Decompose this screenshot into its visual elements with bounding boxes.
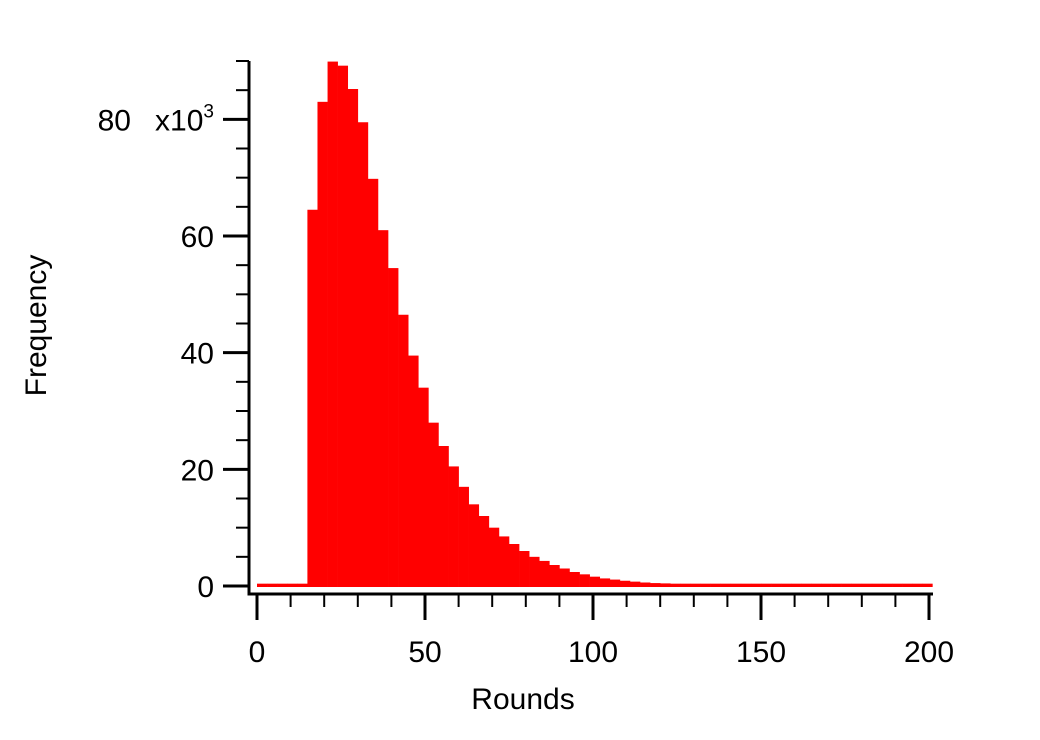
- histogram-bar: [267, 583, 278, 587]
- histogram-bar: [851, 583, 863, 587]
- histogram-bar: [488, 527, 500, 587]
- histogram-bar: [710, 583, 721, 587]
- histogram-bar: [337, 65, 349, 588]
- y-axis-multiplier-exponent: 3: [203, 101, 214, 122]
- histogram-bar: [771, 583, 782, 587]
- x-tick-label: 0: [249, 636, 266, 669]
- histogram-bar: [428, 422, 439, 587]
- histogram-bar: [720, 583, 732, 587]
- histogram-bar: [700, 583, 711, 587]
- histogram-bar: [519, 551, 530, 587]
- histogram-bar: [277, 583, 288, 587]
- histogram-bar: [468, 504, 480, 587]
- histogram-bar: [861, 583, 873, 587]
- histogram-bar: [821, 583, 832, 587]
- histogram-bar: [801, 583, 812, 587]
- histogram-bar: [307, 209, 318, 587]
- histogram-bar: [650, 583, 661, 587]
- histogram-bar: [579, 574, 590, 587]
- histogram-bar: [670, 583, 681, 587]
- histogram-bar: [287, 583, 298, 587]
- histogram-bar: [418, 387, 429, 587]
- histogram-bar: [730, 583, 742, 587]
- histogram-bar: [377, 230, 389, 588]
- x-tick-label: 50: [408, 636, 441, 669]
- y-tick-label: 20: [181, 454, 214, 487]
- histogram-bar: [690, 583, 701, 587]
- histogram-bar: [902, 583, 913, 587]
- histogram-bar: [388, 268, 399, 587]
- histogram-bar: [740, 583, 752, 587]
- histogram-bar: [871, 583, 883, 587]
- histogram-bar: [841, 583, 853, 587]
- histogram-bar: [680, 583, 691, 587]
- histogram-bar: [408, 355, 419, 587]
- histogram-bar: [327, 61, 338, 587]
- x-axis-ticks: 0 50 100 150 200: [249, 594, 954, 669]
- y-axis-ticks: 0 20 40 60 80: [98, 60, 249, 604]
- histogram-bar: [367, 178, 379, 587]
- x-tick-label: 150: [736, 636, 786, 669]
- histogram-bar: [781, 583, 792, 587]
- histogram-bar: [549, 565, 560, 587]
- histogram-bar: [892, 583, 903, 587]
- histogram-bar: [750, 583, 762, 587]
- x-axis-title: Rounds: [471, 683, 574, 716]
- histogram-bar: [811, 583, 822, 587]
- histogram-bar: [398, 314, 409, 587]
- y-tick-label: 40: [181, 338, 214, 371]
- histogram-bar: [640, 582, 651, 587]
- histogram-bar: [297, 583, 308, 587]
- histogram-bar: [509, 544, 520, 587]
- histogram-bar: [660, 583, 671, 588]
- histogram-bar: [599, 578, 611, 587]
- y-axis-multiplier-base: x10: [155, 104, 203, 137]
- histogram-bar: [529, 556, 540, 587]
- histogram-bar: [912, 583, 923, 587]
- histogram-bars: [257, 61, 933, 588]
- histogram-bar: [539, 560, 550, 587]
- histogram-bar: [589, 576, 601, 587]
- y-tick-label: 0: [197, 571, 214, 604]
- histogram-bar: [498, 536, 510, 587]
- histogram-bar: [257, 583, 268, 587]
- histogram-bar: [347, 89, 359, 587]
- histogram-bar: [609, 579, 621, 587]
- histogram-bar: [448, 466, 459, 587]
- y-tick-label: 80: [98, 104, 131, 137]
- histogram-bar: [357, 122, 369, 587]
- y-tick-label: 60: [181, 221, 214, 254]
- histogram-bar: [831, 583, 842, 587]
- histogram-bar: [791, 583, 802, 587]
- y-axis-multiplier-label: x103: [155, 101, 214, 137]
- histogram-bar: [317, 101, 328, 587]
- histogram-bar: [438, 446, 449, 587]
- histogram-bar: [559, 568, 570, 587]
- histogram-bar: [458, 486, 469, 587]
- histogram-bar: [922, 583, 933, 587]
- x-tick-label: 200: [904, 636, 954, 669]
- histogram-bar: [619, 580, 631, 587]
- histogram-bar: [478, 516, 490, 587]
- axes: [247, 61, 933, 596]
- y-axis-title: Frequency: [20, 255, 53, 397]
- histogram-bar: [881, 583, 893, 587]
- histogram-bar: [629, 581, 641, 588]
- x-tick-label: 100: [568, 636, 618, 669]
- histogram-bar: [569, 572, 580, 587]
- histogram-bar: [761, 583, 772, 587]
